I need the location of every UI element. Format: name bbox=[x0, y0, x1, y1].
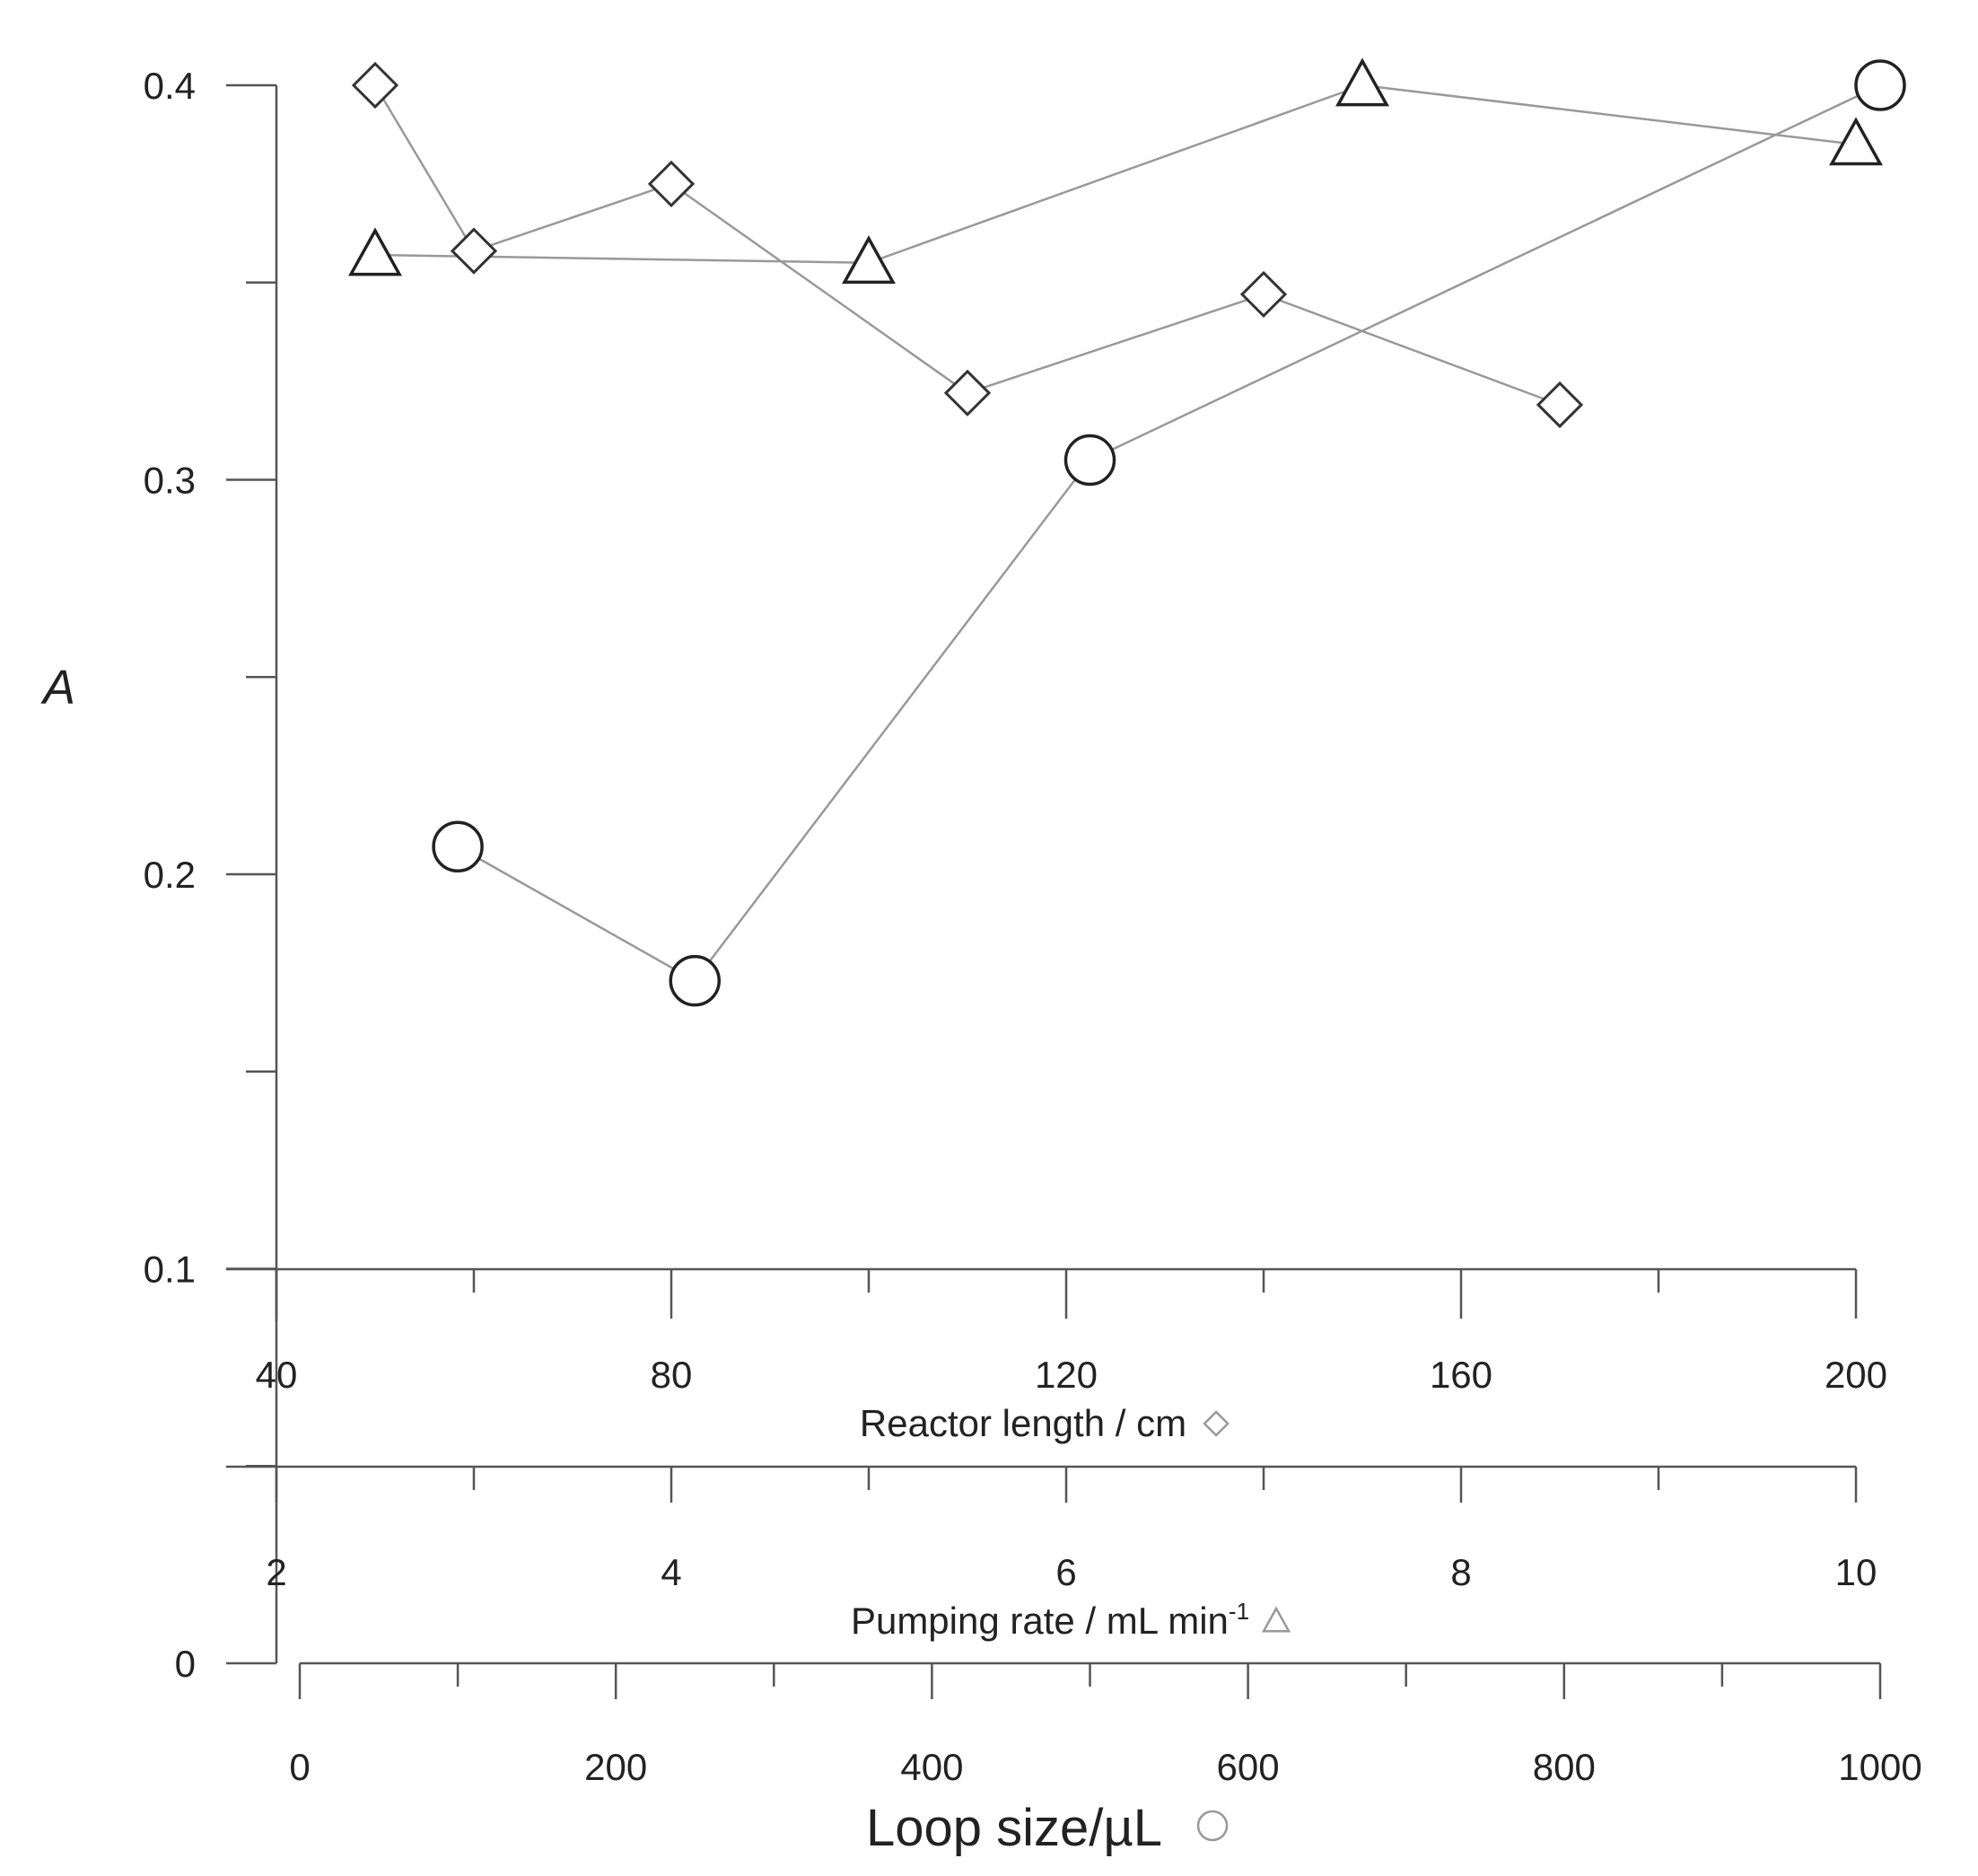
circle-point bbox=[432, 820, 484, 872]
y-tick-label: 0.4 bbox=[144, 65, 196, 107]
x-tick-label: 4 bbox=[661, 1551, 681, 1593]
triangle-point bbox=[1829, 117, 1883, 166]
x-tick-label: 2 bbox=[266, 1551, 286, 1593]
diamond-icon bbox=[1203, 1410, 1230, 1437]
x-tick-label: 200 bbox=[584, 1746, 647, 1788]
x-tick-label: 120 bbox=[1035, 1354, 1098, 1396]
diamond-point bbox=[351, 61, 399, 110]
x-tick-label: 200 bbox=[1825, 1354, 1887, 1396]
diamond-point bbox=[1239, 270, 1288, 319]
x-tick-label: 600 bbox=[1217, 1746, 1280, 1788]
circle-point bbox=[669, 954, 721, 1007]
x-axis-title-superscript: -1 bbox=[1229, 1598, 1249, 1625]
x-tick-label: 40 bbox=[256, 1354, 298, 1396]
triangle-series-line bbox=[374, 83, 1857, 265]
circle-icon bbox=[1196, 1810, 1229, 1842]
circle-point bbox=[1063, 434, 1116, 487]
series-lines-group bbox=[373, 83, 1881, 983]
diamond-point bbox=[450, 227, 498, 275]
markers-group bbox=[348, 57, 1906, 1007]
y-tick-label: 0.1 bbox=[144, 1249, 196, 1291]
x-tick-label: 8 bbox=[1450, 1551, 1471, 1593]
x-axis-title-1: Pumping rate / mL min-1 bbox=[851, 1598, 1249, 1642]
x-tick-label: 0 bbox=[289, 1746, 310, 1788]
x-tick-label: 400 bbox=[900, 1746, 963, 1788]
diamond-point bbox=[943, 369, 992, 416]
x-tick-label: 1000 bbox=[1838, 1746, 1921, 1788]
x-tick-label: 10 bbox=[1835, 1551, 1877, 1593]
diamond-series-line bbox=[373, 84, 1561, 407]
y-tick-label: 0.2 bbox=[144, 854, 196, 896]
x-tick-label: 800 bbox=[1533, 1746, 1596, 1788]
circle-series-line bbox=[457, 83, 1881, 983]
y-axis-title: A bbox=[40, 661, 75, 714]
diamond-point bbox=[1536, 381, 1584, 429]
triangle-point bbox=[348, 227, 402, 276]
triangle-point bbox=[1335, 57, 1389, 107]
y-tick-label: 0 bbox=[175, 1643, 196, 1685]
x-axis-title-0: Reactor length / cm bbox=[860, 1402, 1186, 1444]
triangle-icon bbox=[1261, 1606, 1291, 1633]
triangle-point bbox=[842, 235, 896, 285]
diamond-point bbox=[647, 160, 696, 207]
x-axis-title-2: Loop size/µL bbox=[866, 1799, 1162, 1857]
x-tick-label: 80 bbox=[651, 1354, 693, 1396]
circle-point bbox=[1854, 59, 1906, 111]
y-tick-label: 0.3 bbox=[144, 460, 196, 502]
x-tick-label: 6 bbox=[1055, 1551, 1076, 1593]
x-tick-label: 160 bbox=[1430, 1354, 1492, 1396]
